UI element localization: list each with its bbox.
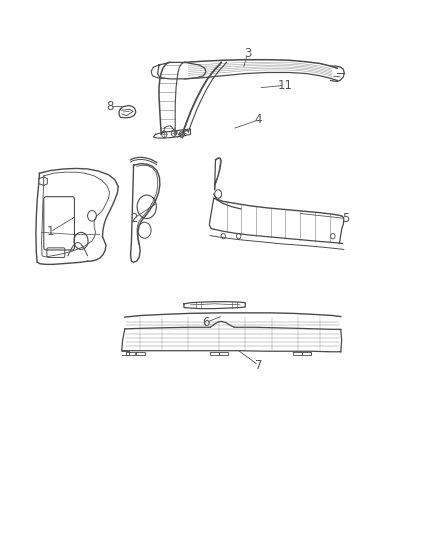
Text: 2: 2 [130,212,138,225]
Text: 11: 11 [277,79,292,92]
Text: 4: 4 [254,114,262,126]
Text: 7: 7 [254,359,262,372]
Text: 3: 3 [244,47,251,60]
Text: 1: 1 [46,225,54,238]
Text: 8: 8 [106,100,113,113]
Text: 6: 6 [202,316,210,329]
Text: 5: 5 [343,212,350,225]
